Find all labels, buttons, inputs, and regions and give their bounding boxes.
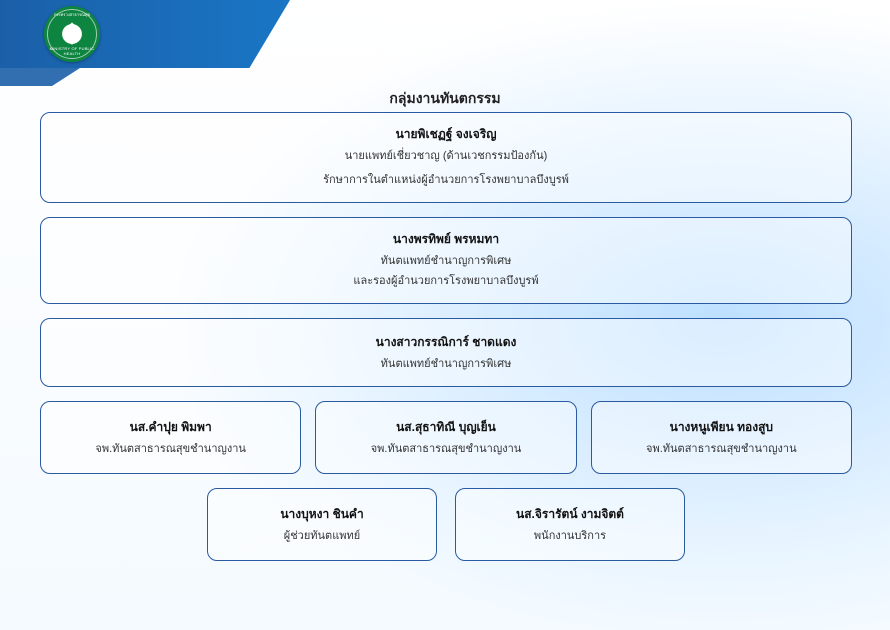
person-name: นางพรทิพย์ พรหมทา bbox=[53, 230, 839, 249]
ministry-logo: กระทรวงสาธารณสุข MINISTRY OF PUBLIC HEAL… bbox=[44, 6, 100, 62]
person-role: จพ.ทันตสาธารณสุขชำนาญงาน bbox=[326, 439, 565, 457]
person-role: พนักงานบริการ bbox=[466, 526, 674, 544]
org-node-director: นายพิเชฏฐ์ จงเจริญ นายแพทย์เชี่ยวชาญ (ด้… bbox=[40, 112, 852, 203]
person-name: นายพิเชฏฐ์ จงเจริญ bbox=[53, 125, 839, 144]
org-node-support: นางบุหงา ชินคำ ผู้ช่วยทันตแพทย์ bbox=[207, 488, 437, 561]
person-name: นส.สุธาทิณี บุญเย็น bbox=[326, 418, 565, 437]
org-row-staff: นส.คำปุย พิมพา จพ.ทันตสาธารณสุขชำนาญงาน … bbox=[40, 401, 852, 474]
person-role: ทันตแพทย์ชำนาญการพิเศษ bbox=[53, 251, 839, 269]
page-title: กลุ่มงานทันตกรรม bbox=[0, 88, 890, 110]
logo-top-text: กระทรวงสาธารณสุข bbox=[44, 11, 100, 18]
person-role-secondary: และรองผู้อำนวยการโรงพยาบาลบึงบูรพ์ bbox=[53, 271, 839, 289]
person-role: นายแพทย์เชี่ยวชาญ (ด้านเวชกรรมป้องกัน) bbox=[53, 146, 839, 164]
logo-bottom-text: MINISTRY OF PUBLIC HEALTH bbox=[44, 46, 100, 56]
person-name: นางบุหงา ชินคำ bbox=[218, 505, 426, 524]
person-role: จพ.ทันตสาธารณสุขชำนาญงาน bbox=[51, 439, 290, 457]
person-role: ทันตแพทย์ชำนาญการพิเศษ bbox=[53, 354, 839, 372]
org-node-staff: นส.สุธาทิณี บุญเย็น จพ.ทันตสาธารณสุขชำนา… bbox=[315, 401, 576, 474]
person-role: ผู้ช่วยทันตแพทย์ bbox=[218, 526, 426, 544]
person-name: นางหนูเพียน ทองสูบ bbox=[602, 418, 841, 437]
org-node-support: นส.จิรารัตน์ งามจิตต์ พนักงานบริการ bbox=[455, 488, 685, 561]
person-name: นส.จิรารัตน์ งามจิตต์ bbox=[466, 505, 674, 524]
org-row-support: นางบุหงา ชินคำ ผู้ช่วยทันตแพทย์ นส.จิราร… bbox=[40, 488, 852, 561]
org-node-staff: นส.คำปุย พิมพา จพ.ทันตสาธารณสุขชำนาญงาน bbox=[40, 401, 301, 474]
person-name: นางสาวกรรณิการ์ ชาดแดง bbox=[53, 333, 839, 352]
person-name: นส.คำปุย พิมพา bbox=[51, 418, 290, 437]
person-role-secondary: รักษาการในตำแหน่งผู้อำนวยการโรงพยาบาลบึง… bbox=[53, 170, 839, 188]
org-node-specialist: นางสาวกรรณิการ์ ชาดแดง ทันตแพทย์ชำนาญการ… bbox=[40, 318, 852, 387]
person-role: จพ.ทันตสาธารณสุขชำนาญงาน bbox=[602, 439, 841, 457]
org-node-staff: นางหนูเพียน ทองสูบ จพ.ทันตสาธารณสุขชำนาญ… bbox=[591, 401, 852, 474]
org-node-deputy: นางพรทิพย์ พรหมทา ทันตแพทย์ชำนาญการพิเศษ… bbox=[40, 217, 852, 304]
org-chart: นายพิเชฏฐ์ จงเจริญ นายแพทย์เชี่ยวชาญ (ด้… bbox=[40, 112, 852, 561]
header-banner-tail bbox=[0, 68, 80, 86]
